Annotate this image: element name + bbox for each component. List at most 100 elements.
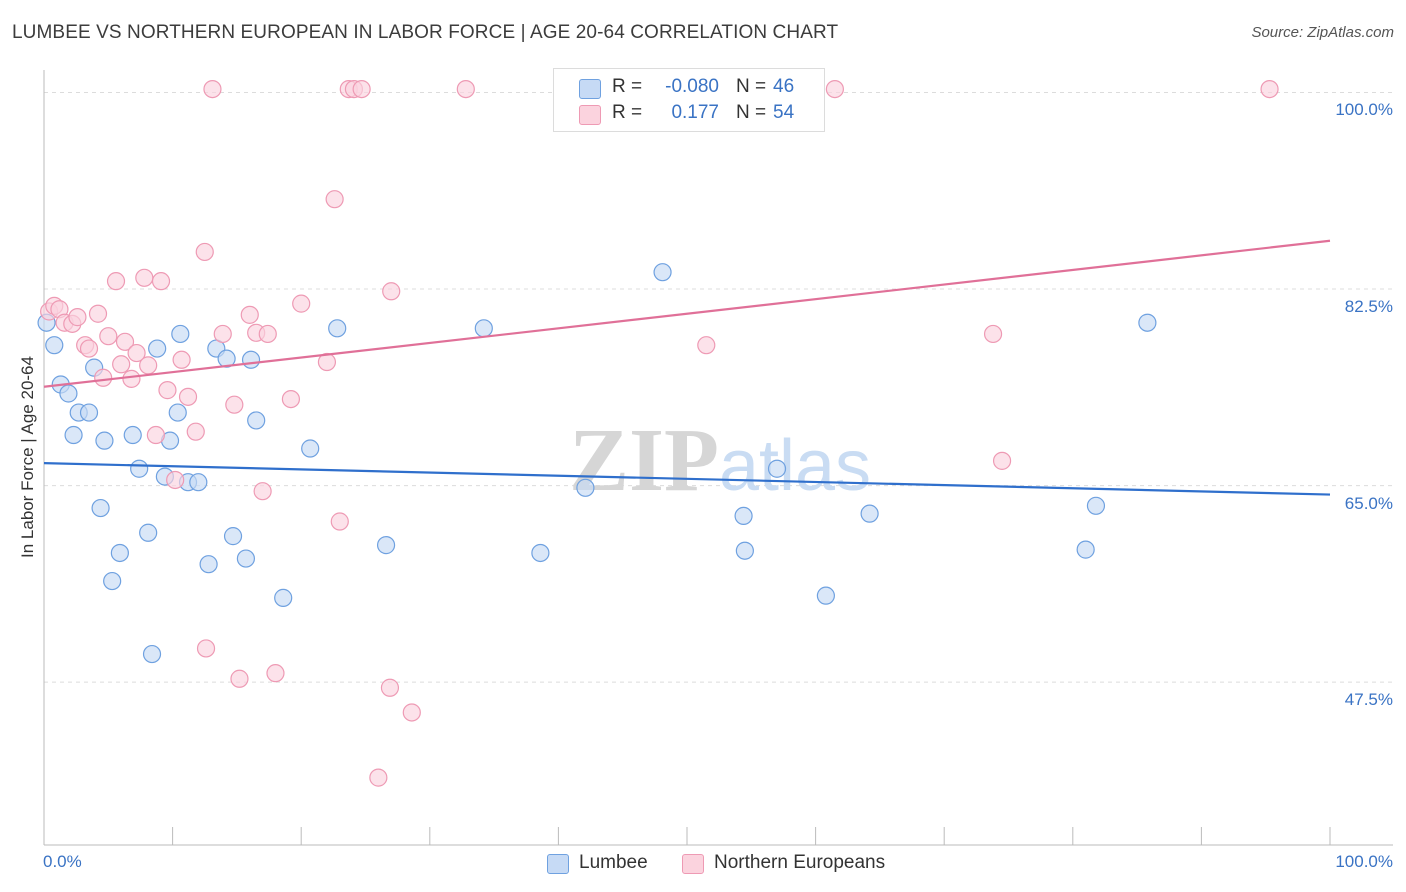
gridlines (44, 91, 1393, 683)
legend-row-lumbee: R = -0.080 N = 46 (554, 76, 824, 102)
northern-european-point (68, 308, 87, 327)
lumbee-point (142, 644, 162, 664)
northern-european-point (79, 339, 99, 358)
y-tick-label-47-5: 47.5% (1344, 690, 1393, 710)
lumbee-point (474, 319, 493, 338)
lumbee-point (223, 527, 243, 546)
northern-european-point (325, 190, 344, 209)
lumbee-point (328, 319, 347, 338)
northern-european-point (266, 664, 285, 683)
lumbee-point (64, 425, 83, 445)
northern-european-point (203, 79, 222, 99)
lumbee-point (735, 541, 754, 560)
legend-n-label: N = (736, 76, 767, 97)
lumbee-point (1138, 313, 1157, 332)
lumbee-point (91, 498, 110, 518)
northern-european-point (146, 425, 165, 445)
northern-european-point (240, 305, 259, 324)
northern-european-point (230, 669, 249, 688)
lumbee-point (376, 536, 396, 555)
northern-european-point (456, 79, 475, 99)
northern-european-point (196, 639, 216, 658)
northern-european-point (99, 327, 118, 346)
lumbee-point (217, 349, 236, 368)
northern-european-point (186, 422, 205, 441)
northern-european-trend-line (43, 239, 1331, 388)
trend-lines (43, 239, 1331, 496)
legend-n-value: 54 (773, 102, 795, 123)
stats-legend: R = -0.080 N = 46 R = 0.177 N = 54 (553, 68, 825, 132)
legend-n-value: 46 (773, 76, 795, 97)
northern-european-point (127, 343, 146, 363)
lumbee-point (767, 459, 787, 478)
lumbee-point (236, 549, 256, 568)
northern-european-point (382, 282, 401, 301)
northern-european-point (352, 79, 371, 99)
legend-r-label: R = (612, 102, 643, 123)
legend-swatch-lumbee (579, 79, 601, 99)
northern-european-point (151, 272, 171, 291)
y-tick-label-82-5: 82.5% (1344, 297, 1393, 317)
lumbee-point (531, 543, 550, 563)
northern-european-point (292, 294, 311, 313)
northern-european-point (330, 512, 349, 531)
legend-row-northern-europeans: R = 0.177 N = 54 (554, 102, 824, 128)
lumbee-point (241, 350, 261, 369)
northern-european-point (225, 395, 244, 414)
lumbee-point (123, 425, 142, 445)
lumbee-point (95, 431, 114, 450)
lumbee-point (59, 384, 78, 403)
lumbee-point (301, 439, 320, 458)
northern-european-point (992, 451, 1012, 470)
lumbee-point (247, 411, 266, 430)
northern-european-point (122, 369, 141, 388)
x-tick-label-max: 100.0% (1335, 852, 1393, 871)
lumbee-point (110, 543, 129, 563)
watermark: ZIPatlas (569, 411, 871, 510)
northern-european-point (88, 304, 108, 323)
lumbee-point (103, 571, 122, 591)
axes (43, 70, 1393, 846)
bottom-legend-swatch-lumbee (547, 854, 569, 874)
lumbee-point (274, 588, 293, 607)
lumbee-point (860, 504, 879, 523)
northern-european-point (402, 703, 421, 722)
lumbee-point (734, 506, 753, 526)
y-tick-label-65: 65.0% (1344, 493, 1393, 513)
lumbee-point (576, 478, 595, 497)
lumbee-point (171, 324, 190, 344)
northern-european-point (380, 678, 400, 697)
northern-european-point (1260, 79, 1279, 99)
northern-european-point (158, 381, 177, 400)
northern-european-point (178, 387, 198, 406)
bottom-legend-swatch-northern-europeans (682, 854, 704, 874)
lumbee-point (199, 555, 218, 574)
lumbee-trend-line (43, 462, 1331, 496)
northern-european-point (166, 470, 185, 490)
northern-european-point (139, 356, 158, 375)
legend-n-label: N = (736, 102, 767, 123)
lumbee-point (130, 459, 149, 478)
northern-european-point (213, 324, 232, 344)
northern-european-point (369, 768, 388, 787)
lumbee-point (168, 403, 187, 422)
northern-european-point (195, 242, 214, 262)
northern-european-point (172, 350, 191, 369)
northern-european-point (112, 355, 131, 374)
legend-r-label: R = (612, 76, 643, 97)
lumbee-point (79, 403, 99, 422)
lumbee-point (189, 473, 208, 492)
lumbee-point (139, 523, 158, 542)
northern-european-point (258, 324, 277, 344)
legend-swatch-northern-europeans (579, 105, 601, 125)
legend-r-value: 0.177 (671, 102, 719, 123)
bottom-legend-label-northern-europeans: Northern Europeans (714, 852, 886, 873)
northern-european-point (106, 272, 126, 291)
lumbee-point (653, 263, 672, 282)
bottom-legend-label-lumbee: Lumbee (579, 852, 648, 873)
chart-title: LUMBEE VS NORTHERN EUROPEAN IN LABOR FOR… (12, 22, 839, 43)
x-tick-label-min: 0.0% (43, 852, 82, 871)
lumbee-point (816, 586, 835, 605)
northern-european-point (115, 332, 135, 351)
